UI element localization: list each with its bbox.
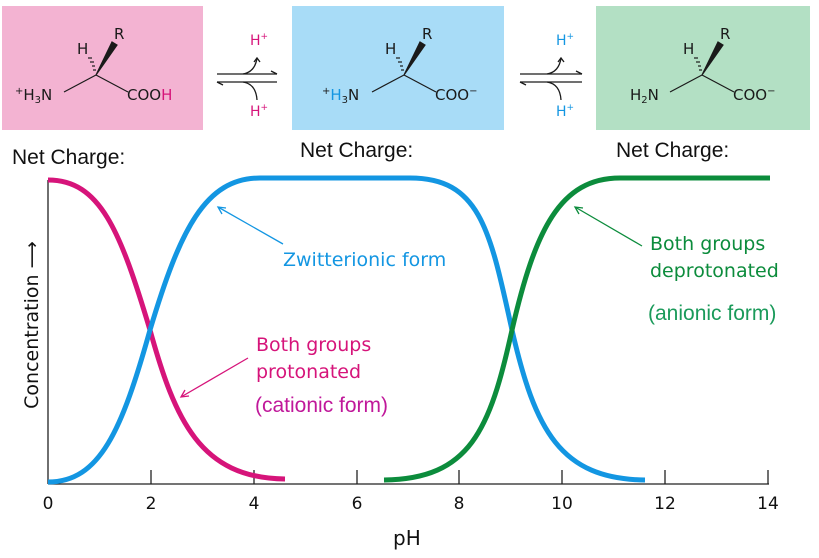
cationic-species-box (2, 6, 203, 130)
anionic-carboxyl: COO− (733, 86, 776, 104)
structures-svg (63, 41, 735, 101)
net-charge-anionic: Net Charge: (616, 139, 730, 162)
x-tick-0: 0 (42, 494, 54, 514)
net-charge-zwitterion: Net Charge: (300, 139, 414, 162)
x-tick-6: 6 (351, 494, 363, 514)
x-tick-4: 4 (248, 494, 260, 514)
zwitterion-amine: +H3N (322, 86, 360, 106)
x-tick-8: 8 (453, 494, 465, 514)
cationic-pointer (180, 357, 249, 398)
cationic-r-label: R (114, 25, 125, 43)
zwitterion-pointer (217, 206, 284, 245)
zwitterion-species-box (292, 6, 504, 130)
deprotonated-label-1: Both groups (650, 233, 766, 255)
anionic-amine: H2N (630, 86, 659, 106)
zwitterion-r-label: R (422, 25, 433, 43)
net-charge-cationic: Net Charge: (12, 146, 126, 169)
anionic-pointer (574, 206, 643, 247)
x-tick-10: 10 (551, 494, 573, 514)
proton-released-2: H+ (556, 32, 575, 49)
anionic-form-label: (anionic form) (648, 302, 777, 325)
cationic-form-label: (cationic form) (255, 394, 389, 417)
zwitterion-curve (47, 175, 646, 485)
y-axis-label: Concentration ⟶ (21, 241, 43, 409)
anionic-h-label: H (683, 40, 695, 58)
cationic-h-label: H (77, 40, 89, 58)
proton-released-1: H+ (250, 32, 269, 49)
x-tick-14: 14 (757, 494, 779, 514)
x-tick-12: 12 (654, 494, 676, 514)
cationic-carboxyl: COOH (127, 86, 173, 104)
x-axis-label: pH (393, 526, 421, 550)
protonated-label-2: protonated (256, 361, 362, 383)
anionic-curve (383, 175, 770, 483)
cationic-amine: +H3N (15, 86, 53, 106)
protonated-label-1: Both groups (256, 334, 372, 356)
proton-added-1: H+ (250, 103, 269, 120)
anionic-species-box (596, 6, 810, 130)
x-ticks (150, 470, 769, 484)
zwitterionic-label: Zwitterionic form (283, 249, 447, 271)
anionic-r-label: R (720, 25, 731, 43)
x-tick-2: 2 (145, 494, 157, 514)
proton-added-2: H+ (556, 103, 575, 120)
deprotonated-label-2: deprotonated (650, 260, 779, 282)
zwitterion-carboxyl: COO− (435, 86, 478, 104)
zwitterion-h-label: H (385, 40, 397, 58)
